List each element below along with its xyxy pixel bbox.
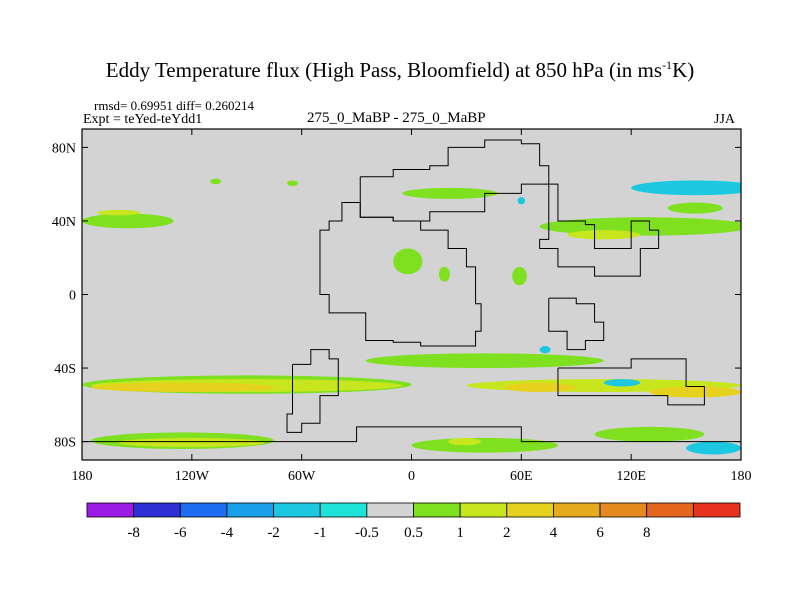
chart-title: Eddy Temperature flux (High Pass, Bloomf… [105,58,695,82]
coastline [286,349,339,433]
field-patch [438,266,450,282]
y-tick-label: 40S [54,362,76,377]
expt-text: Expt = teYed-teYdd1 [83,112,203,127]
axes: 180 120W 60W 0 60E 120E 180 80N 40N 0 40S 80S [52,129,752,484]
field-patch [667,202,723,214]
field-patch [567,230,641,240]
x-tick-label: 120W [175,469,210,484]
field-patch [82,213,174,229]
y-tick-label: 40N [52,215,76,230]
colorbar-label: 4 [550,525,558,541]
x-tick-label: 0 [408,469,415,484]
x-tick-label: 60W [288,469,316,484]
field-patch [287,180,299,187]
colorbar-swatch [599,502,648,518]
y-tick-label: 0 [69,289,76,304]
coastline [82,426,741,443]
colorbar-swatch [86,502,135,518]
field-patch [210,178,222,185]
y-tick-label: 80S [54,436,76,451]
field-patch [539,345,551,354]
colorbar-label: -1 [314,525,327,541]
colorbar-swatch [692,502,741,518]
field-patch [686,441,741,455]
colorbar: -8 -6 -4 -2 -1 -0.5 0.5 1 2 4 6 8 [86,502,741,541]
colorbar-swatch [226,502,274,518]
colorbar-swatch [506,502,554,518]
colorbar-label: 0.5 [404,525,423,541]
colorbar-swatch [553,502,601,518]
x-tick-label: 180 [72,469,93,484]
field-patch [96,209,141,216]
colorbar-label: -8 [127,525,140,541]
field-patch [517,197,525,205]
x-tick-label: 120E [616,469,646,484]
colorbar-swatch [133,502,181,518]
y-tick-label: 80N [52,141,76,156]
coastline [557,358,705,406]
field-patch [393,248,423,275]
colorbar-swatch [179,502,228,518]
coastlines [82,139,741,443]
x-tick-label: 180 [731,469,752,484]
field-patch [594,426,705,442]
colorbar-label: -2 [267,525,280,541]
map-background [82,129,741,460]
colorbar-swatch [319,502,368,518]
field-patch [631,180,741,196]
field-patch [448,437,482,446]
field-patch [503,382,577,392]
coastline [548,297,605,351]
coastline [319,202,482,347]
season-text: JJA [714,112,736,127]
colorbar-swatch [646,502,694,518]
x-tick-label: 60E [510,469,533,484]
field-patch [402,187,498,199]
field-contours [82,178,741,455]
field-patch [512,266,527,286]
coastline [539,183,660,277]
stats-text: rmsd= 0.69951 diff= 0.260214 [94,98,254,113]
colorbar-swatch [366,502,414,518]
colorbar-label: 2 [503,525,511,541]
colorbar-label: -0.5 [355,525,379,541]
field-patch [365,353,604,369]
field-patch [91,382,275,392]
colorbar-label: 1 [456,525,464,541]
colorbar-label: 8 [643,525,651,541]
colorbar-swatch [413,502,461,518]
colorbar-swatch [459,502,508,518]
colorbar-swatch [273,502,321,518]
colorbar-label: -6 [174,525,187,541]
colorbar-label: 6 [596,525,604,541]
plot-area [81,128,742,461]
field-patch [603,379,641,387]
case-text: 275_0_MaBP - 275_0_MaBP [307,110,486,126]
colorbar-label: -4 [221,525,234,541]
field-patch [649,386,741,398]
field-patch [411,437,558,453]
field-patch [118,437,266,448]
